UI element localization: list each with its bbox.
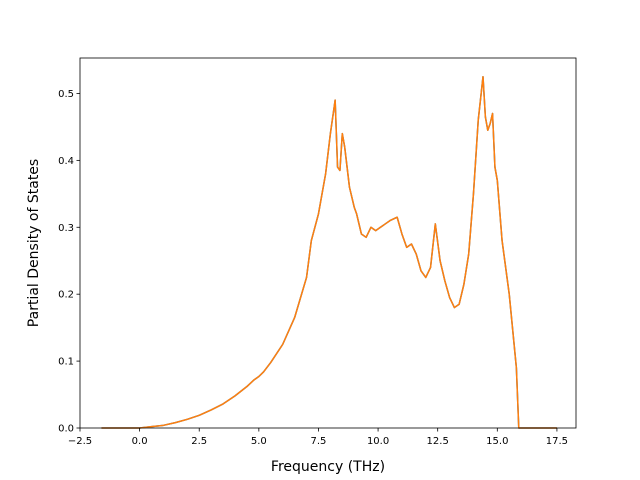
x-tick-label: 7.5: [311, 436, 327, 447]
y-tick-label: 0.3: [58, 223, 74, 234]
x-tick-label: 2.5: [191, 436, 207, 447]
x-axis-ticks: −2.5 0.0 2.5 5.0 7.5 10.0 12.5 15.0 17.5: [68, 428, 568, 447]
y-axis-ticks: 0.0 0.1 0.2 0.3 0.4 0.5: [58, 89, 80, 435]
y-tick-label: 0.1: [58, 357, 74, 368]
x-tick-label: 0.0: [132, 436, 148, 447]
plot-area: [79, 57, 577, 429]
series-line-2: [101, 75, 557, 429]
x-tick-label: 5.0: [251, 436, 267, 447]
y-axis-label: Partial Density of States: [26, 159, 42, 327]
y-tick-label: 0.2: [58, 290, 74, 301]
x-tick-label: −2.5: [68, 436, 92, 447]
x-tick-label: 12.5: [427, 436, 449, 447]
series-layer: [101, 75, 557, 429]
axes-frame: [79, 57, 577, 429]
x-tick-label: 15.0: [486, 436, 508, 447]
y-tick-label: 0.0: [58, 424, 74, 435]
y-tick-label: 0.5: [58, 89, 74, 100]
x-axis-label: Frequency (THz): [271, 459, 385, 475]
y-tick-label: 0.4: [58, 156, 74, 167]
x-tick-label: 10.0: [367, 436, 389, 447]
x-tick-label: 17.5: [546, 436, 568, 447]
